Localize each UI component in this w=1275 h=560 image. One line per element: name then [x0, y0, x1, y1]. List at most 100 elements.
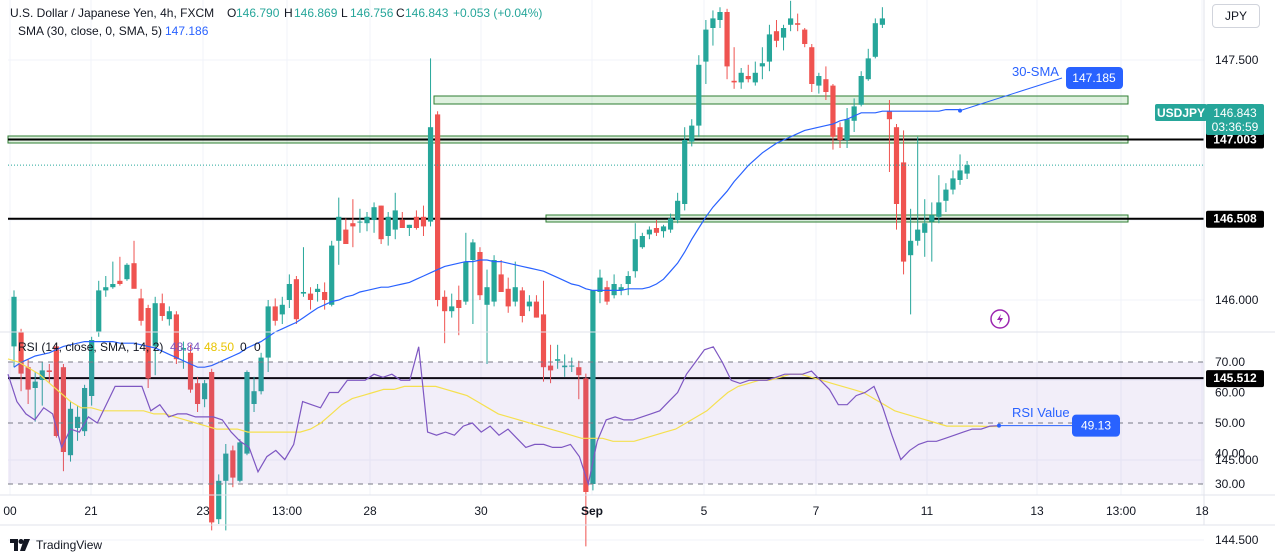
sma-value-label: 147.185 [1066, 67, 1123, 89]
candle [159, 293, 165, 321]
sma-line [13, 109, 960, 368]
time-tick-label: Sep [581, 504, 603, 518]
candle [759, 47, 765, 80]
candle [682, 127, 688, 211]
level-label: 147.003 [1206, 131, 1264, 149]
candle [60, 364, 67, 472]
candle [371, 202, 377, 233]
candle [173, 311, 179, 364]
candle [667, 213, 674, 233]
candle [816, 72, 822, 94]
candle [194, 376, 201, 412]
bar-countdown: 03:36:59 [1212, 120, 1259, 134]
last-price-value: 146.843 [1213, 106, 1257, 120]
rsi-legend-value: 48.84 [170, 340, 200, 354]
candle [230, 445, 236, 488]
rsi-callout-dot [997, 423, 1001, 428]
candle [936, 175, 942, 224]
candle [766, 24, 773, 72]
candle [576, 360, 582, 400]
candle [802, 28, 808, 48]
candle [823, 66, 829, 100]
rsi-legend-label: RSI (14, close, SMA, 14, 2) [18, 340, 163, 354]
sma-legend-label: SMA (30, close, 0, SMA, 5) [18, 24, 162, 38]
svg-text:L: L [341, 6, 348, 20]
level-lines [8, 138, 1204, 380]
rsi-tick-label: 60.00 [1215, 386, 1245, 400]
time-tick-label: 18 [1195, 504, 1209, 518]
sma-legend-value: 147.186 [165, 24, 209, 38]
rsi-tick-label: 30.00 [1215, 477, 1245, 491]
candle [809, 44, 815, 92]
candle [244, 370, 250, 456]
candle [307, 287, 314, 310]
time-tick-label: 13:00 [272, 504, 302, 518]
level-label: 146.508 [1206, 210, 1264, 228]
candle [922, 199, 928, 257]
candle [915, 136, 921, 246]
svg-text:146.508: 146.508 [1213, 212, 1257, 226]
candle [343, 218, 349, 244]
svg-text:H: H [284, 6, 293, 20]
symbol-title: U.S. Dollar / Japanese Yen, 4h, FXCM [10, 6, 214, 20]
candle [590, 290, 596, 491]
candle [187, 344, 194, 393]
candle [131, 240, 137, 289]
candle [103, 276, 109, 297]
candle [357, 208, 363, 233]
candle [279, 296, 285, 324]
candle [392, 192, 398, 240]
candle [724, 8, 730, 80]
candle [25, 359, 31, 404]
candle [442, 290, 448, 344]
time-tick-label: 21 [84, 504, 98, 518]
price-zone [433, 95, 1129, 105]
candle [886, 100, 893, 172]
svg-text:147.003: 147.003 [1213, 133, 1257, 147]
svg-text:+0.053 (+0.04%): +0.053 (+0.04%) [453, 6, 542, 20]
candle [314, 284, 321, 302]
candle [675, 192, 681, 224]
lightning-icon[interactable] [990, 309, 1010, 329]
svg-text:O: O [227, 6, 236, 20]
time-tick-label: 5 [701, 504, 708, 518]
candle [780, 24, 787, 51]
sma-callout-line [959, 77, 1063, 112]
candle [435, 111, 441, 307]
candle [555, 344, 561, 369]
price-tick-label: 146.000 [1215, 293, 1259, 307]
candle [583, 373, 589, 547]
candle [223, 444, 229, 531]
rsi-annotation: RSI Value [1012, 405, 1070, 420]
time-tick-label: 13:00 [1106, 504, 1136, 518]
tradingview-logo-icon [10, 539, 30, 551]
candle [745, 64, 751, 83]
candle [858, 71, 864, 107]
time-tick-label: 00 [3, 504, 17, 518]
candle [166, 306, 172, 326]
candle [89, 336, 95, 406]
candle [124, 263, 130, 281]
rsi-extra-2: 0 [254, 340, 261, 354]
candle [449, 293, 455, 318]
svg-text:147.185: 147.185 [1072, 71, 1116, 85]
candle [180, 341, 187, 369]
candle [943, 183, 949, 212]
candle [893, 124, 900, 230]
candle [110, 261, 116, 289]
candle [837, 122, 843, 148]
candle [258, 352, 264, 395]
currency-button[interactable]: JPY [1212, 4, 1260, 28]
candle [964, 160, 970, 180]
candle [336, 197, 342, 265]
candle [950, 170, 956, 195]
rsi-value-label: 49.13 [1072, 414, 1120, 437]
candle [597, 269, 603, 304]
candle [773, 20, 780, 48]
candle [512, 261, 518, 307]
rsi-ma-line [7, 358, 999, 442]
candle [851, 98, 857, 132]
svg-text:C: C [396, 6, 405, 20]
